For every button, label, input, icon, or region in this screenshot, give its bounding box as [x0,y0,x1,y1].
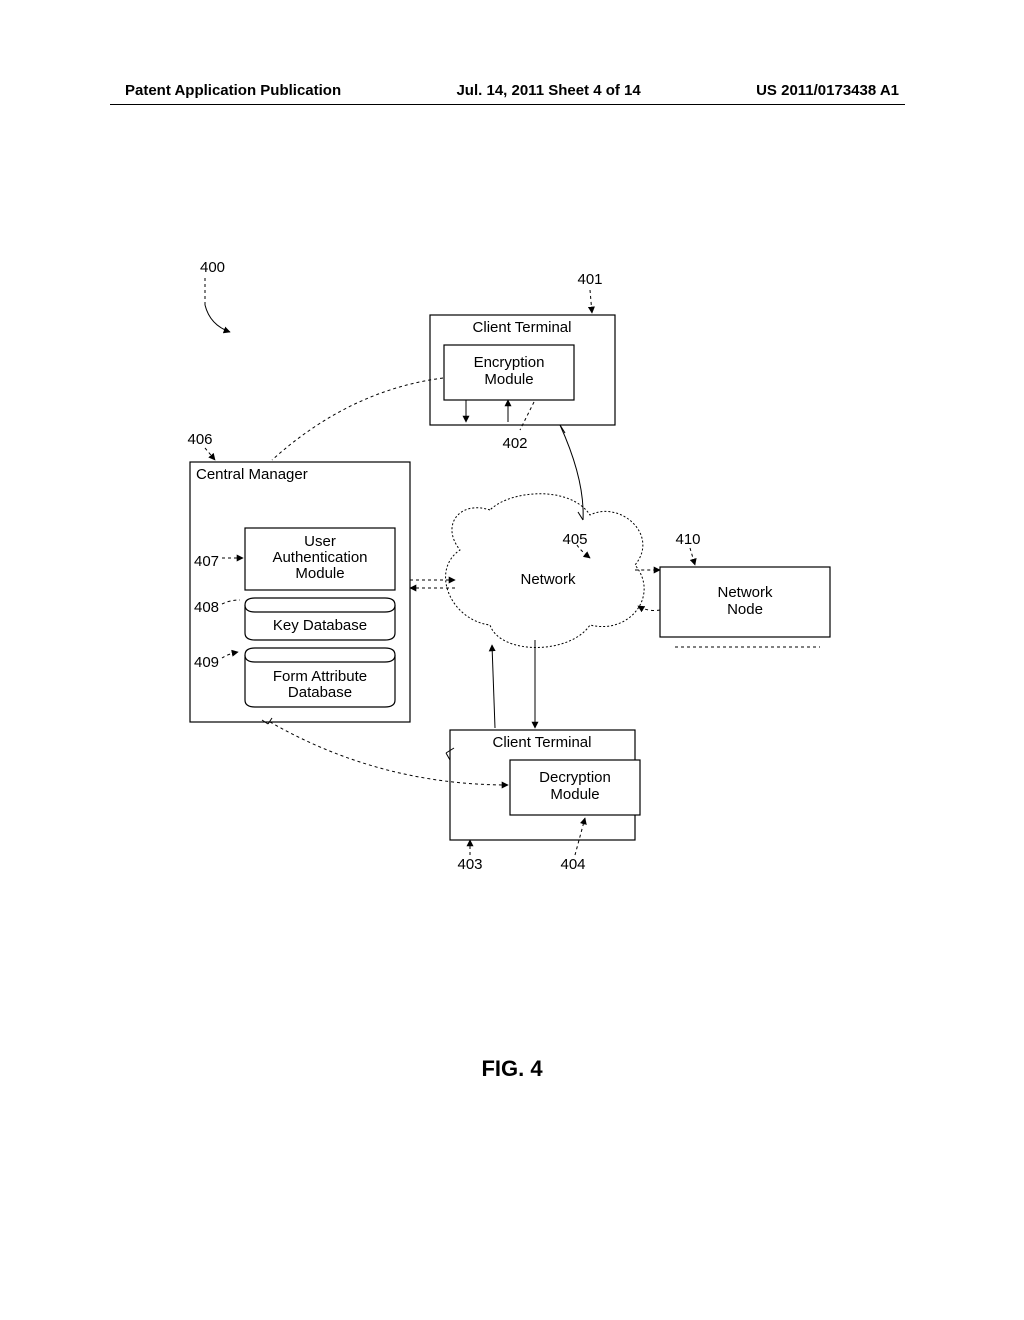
ref-409: 409 [194,654,219,671]
network-label: Network [520,571,576,588]
ref-406: 406 [187,431,212,448]
figure-caption: FIG. 4 [0,1056,1024,1082]
user-auth-label-3: Module [295,565,344,582]
header-rule [110,104,905,105]
decryption-module-label-2: Module [550,786,599,803]
key-db-label: Key Database [273,617,367,634]
ref-407: 407 [194,553,219,570]
header-left: Patent Application Publication [125,82,341,99]
ref-404: 404 [560,856,585,873]
decryption-module-label-1: Decryption [539,769,611,786]
system-ref-label: 400 [200,259,225,276]
network-node-label-2: Node [727,601,763,618]
header-center: Jul. 14, 2011 Sheet 4 of 14 [456,82,640,99]
page: Patent Application Publication Jul. 14, … [0,0,1024,1320]
form-attr-db-label-1: Form Attribute [273,668,367,685]
central-manager-label: Central Manager [196,466,308,483]
network-node-label-1: Network [717,584,773,601]
ref-405: 405 [562,531,587,548]
client-terminal-bottom-label: Client Terminal [493,734,592,751]
user-auth-label-1: User [304,533,336,550]
user-auth-label-2: Authentication [272,549,367,566]
encryption-module-label-1: Encryption [474,354,545,371]
ref-401: 401 [577,271,602,288]
ref-402: 402 [502,435,527,452]
ref-408: 408 [194,599,219,616]
page-header: Patent Application Publication Jul. 14, … [0,82,1024,99]
header-right: US 2011/0173438 A1 [756,82,899,99]
ref-410: 410 [675,531,700,548]
ref-403: 403 [457,856,482,873]
encryption-module-label-2: Module [484,371,533,388]
client-terminal-top-label: Client Terminal [473,319,572,336]
form-attr-db-label-2: Database [288,684,352,701]
diagram-svg: 400 401 Client Terminal Encryption Modul… [150,250,870,890]
